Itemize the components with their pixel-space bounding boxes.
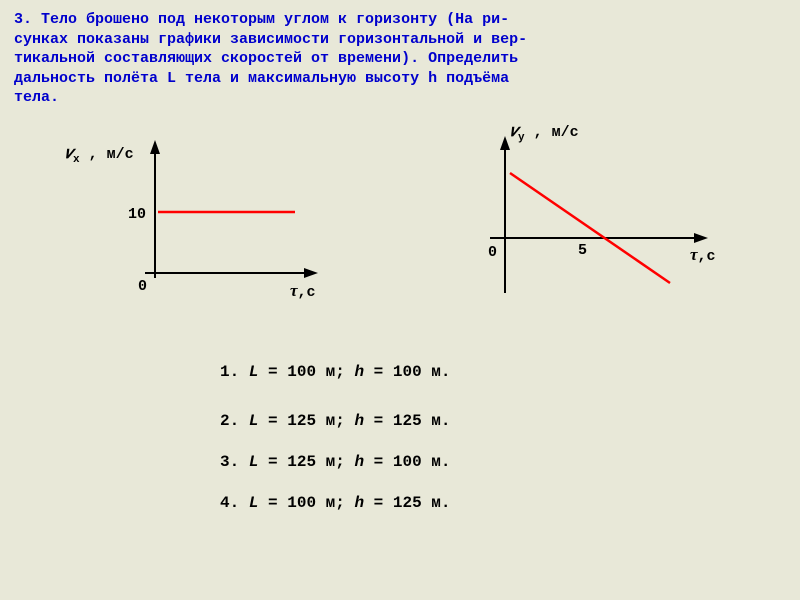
chart-vy: 𝑣y , м/с 0 5 τ,с [410,118,750,343]
answer-num: 2. [220,412,239,430]
answer-L-val: = 125 м; [268,412,345,430]
answer-h-label: h [354,494,364,512]
answer-h-label: h [354,453,364,471]
answer-num: 3. [220,453,239,471]
problem-line: 3. Тело брошено под некоторым углом к го… [14,11,509,28]
vy-x-axis-label: τ,с [690,245,716,265]
answer-h-val: = 125 м. [374,412,451,430]
answer-h-label: h [354,412,364,430]
vx-x-axis-label: τ,с [290,281,316,301]
vy-origin: 0 [488,244,497,261]
answer-num: 1. [220,363,239,381]
answer-L-label: L [249,453,259,471]
vy-y-axis-label: 𝑣y , м/с [510,121,579,144]
answer-h-label: h [354,363,364,381]
problem-statement: 3. Тело брошено под некоторым углом к го… [0,0,800,108]
answer-row: 4. L = 100 м; h = 125 м. [220,494,800,513]
problem-line: дальность полёта L тела и максимальную в… [14,70,509,87]
answer-row: 3. L = 125 м; h = 100 м. [220,453,800,472]
answer-h-val: = 100 м. [374,363,451,381]
chart-vx: 𝑣x , м/с 10 0 τ,с [50,118,350,343]
answer-row: 2. L = 125 м; h = 125 м. [220,412,800,431]
problem-line: тикальной составляющих скоростей от врем… [14,50,518,67]
answer-num: 4. [220,494,239,512]
answer-L-label: L [249,363,259,381]
answer-L-val: = 100 м; [268,494,345,512]
chart-vx-svg: 𝑣x , м/с 10 0 τ,с [50,118,350,318]
vy-axes [490,136,708,293]
vx-origin: 0 [138,278,147,295]
vx-y-axis-label: 𝑣x , м/с [65,143,134,166]
answers-list: 1. L = 100 м; h = 100 м. 2. L = 125 м; h… [0,343,800,514]
answer-row: 1. L = 100 м; h = 100 м. [220,363,800,382]
vx-y-tick: 10 [128,206,146,223]
answer-h-val: = 100 м. [374,453,451,471]
problem-line: сунках показаны графики зависимости гори… [14,31,527,48]
problem-line: тела. [14,89,59,106]
answer-L-val: = 125 м; [268,453,345,471]
vy-x-tick: 5 [578,242,587,259]
charts-container: 𝑣x , м/с 10 0 τ,с 𝑣y , [0,108,800,343]
answer-L-label: L [249,494,259,512]
answer-L-val: = 100 м; [268,363,345,381]
chart-vy-svg: 𝑣y , м/с 0 5 τ,с [410,118,750,338]
answer-h-val: = 125 м. [374,494,451,512]
vx-axes [145,140,318,278]
answer-L-label: L [249,412,259,430]
vy-data-line [510,173,670,283]
